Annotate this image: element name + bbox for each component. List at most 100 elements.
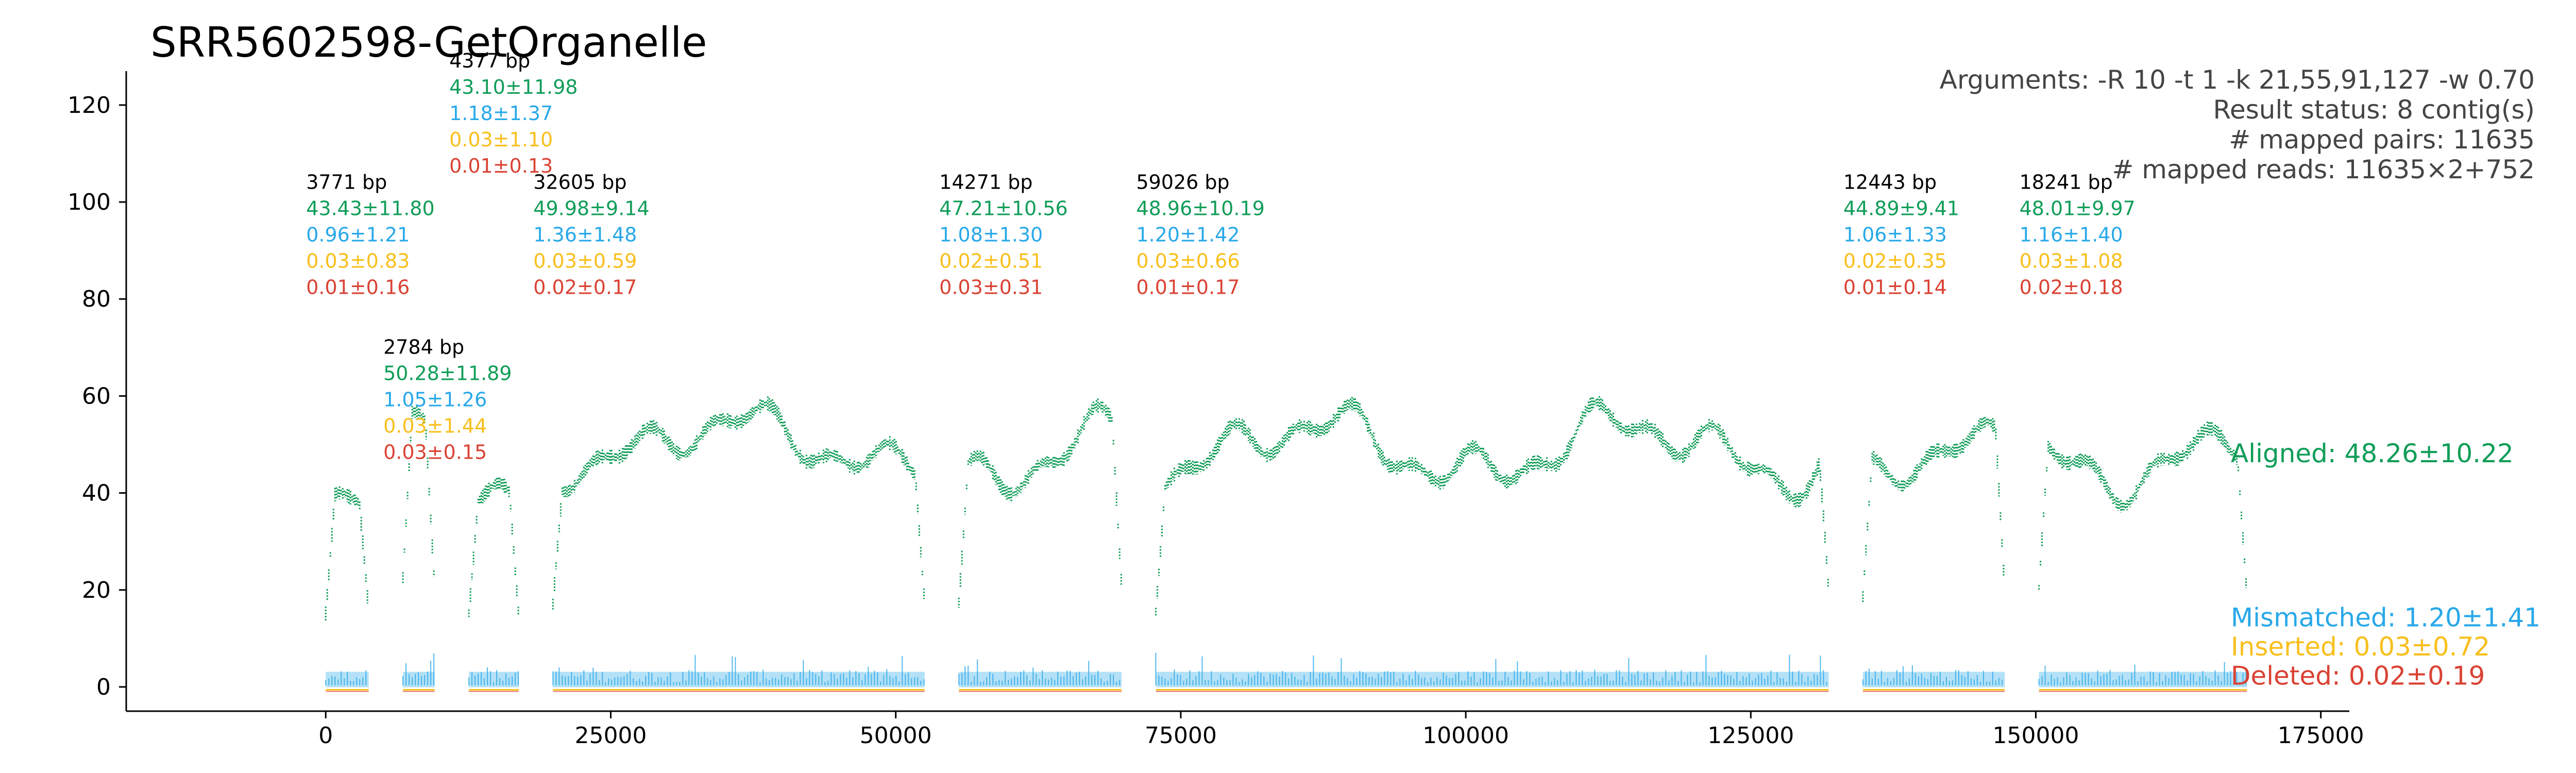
aligned-points-3 (468, 477, 519, 617)
contig-track-8 (2038, 422, 2247, 692)
mismatched-points-2 (402, 653, 435, 685)
contig-aligned-label: 49.98±9.14 (533, 197, 649, 220)
argument-line: Result status: 8 contig(s) (2213, 95, 2535, 125)
contig-deleted-label: 0.01±0.17 (1136, 276, 1240, 298)
contig-deleted-label: 0.01±0.13 (449, 155, 553, 177)
aligned-points-1 (325, 486, 368, 622)
contig-annotation-1: 3771 bp 43.43±11.80 0.96±1.21 0.03±0.83 0.01… (306, 171, 434, 298)
contig-annotation-2: 2784 bp 50.28±11.89 1.05±1.26 0.03±1.44 0.03… (383, 335, 512, 463)
contig-length-label: 18241 bp (2020, 171, 2113, 193)
argument-line: Arguments: -R 10 -t 1 -k 21,55,91,127 -w… (1940, 65, 2535, 95)
contig-aligned-label: 43.43±11.80 (306, 197, 434, 220)
legend-inserted: Inserted: 0.03±0.72 (2231, 632, 2490, 662)
contig-annotation-4: 32605 bp 49.98±9.14 1.36±1.48 0.03±0.59 0.02… (533, 171, 649, 298)
contig-deleted-label: 0.02±0.18 (2020, 276, 2123, 298)
y-tick-label: 80 (82, 286, 111, 312)
contig-track-2 (402, 406, 435, 692)
argument-line: # mapped pairs: 11635 (2229, 125, 2535, 155)
contig-length-label: 2784 bp (383, 335, 464, 358)
mismatched-points-1 (325, 670, 367, 685)
contig-annotation-3: 4377 bp 43.10±11.98 1.18±1.37 0.03±1.10 0.01… (449, 49, 578, 177)
legend-deleted: Deleted: 0.02±0.19 (2231, 661, 2485, 691)
contig-inserted-label: 0.02±0.35 (1843, 249, 1947, 272)
contig-inserted-label: 0.03±1.44 (383, 414, 487, 437)
aligned-points-8 (2038, 422, 2247, 591)
contig-inserted-label: 0.03±0.59 (533, 249, 637, 272)
y-tick-label: 20 (82, 577, 111, 603)
contig-aligned-label: 50.28±11.89 (383, 362, 512, 384)
contig-track-1 (325, 486, 369, 692)
contig-aligned-label: 47.21±10.56 (939, 197, 1067, 220)
contig-aligned-label: 48.96±10.19 (1136, 197, 1264, 220)
x-tick-label: 150000 (1992, 722, 2079, 749)
mismatched-points-8 (2038, 662, 2247, 685)
contig-mismatched-label: 1.08±1.30 (939, 223, 1043, 246)
contig-track-5 (958, 398, 1122, 692)
contig-inserted-label: 0.03±1.08 (2020, 249, 2123, 272)
contig-annotation-8: 18241 bp 48.01±9.97 1.16±1.40 0.03±1.08 0.02… (2020, 171, 2136, 298)
aligned-points-6 (1155, 396, 1829, 616)
contig-mismatched-label: 1.05±1.26 (383, 388, 487, 411)
y-tick-label: 0 (96, 674, 111, 700)
contig-inserted-label: 0.03±1.10 (449, 128, 553, 151)
contig-length-label: 3771 bp (306, 171, 387, 193)
x-tick-label: 125000 (1707, 722, 1794, 749)
contig-deleted-label: 0.02±0.17 (533, 276, 637, 298)
contig-mismatched-label: 1.18±1.37 (449, 102, 553, 125)
y-tick-label: 120 (67, 92, 111, 119)
contig-inserted-label: 0.03±0.83 (306, 249, 410, 272)
axes: 0 25000 50000 75000 100000 125000 150000 175000… (67, 71, 2364, 749)
legend: Aligned: 48.26±10.22 Mismatched: 1.20±1.4… (2231, 439, 2540, 691)
contig-deleted-label: 0.03±0.15 (383, 441, 487, 463)
x-tick-label: 175000 (2278, 722, 2364, 749)
contig-mismatched-label: 1.16±1.40 (2020, 223, 2123, 246)
mismatched-points-6 (1155, 652, 1827, 685)
contig-track-7 (1862, 417, 2005, 692)
aligned-points-2 (402, 406, 435, 584)
chart-title: SRR5602598-GetOrganelle (150, 19, 707, 66)
contig-length-label: 4377 bp (449, 49, 530, 72)
legend-mismatched: Mismatched: 1.20±1.41 (2231, 602, 2540, 632)
contig-track-4 (552, 396, 925, 692)
contig-deleted-label: 0.01±0.14 (1843, 276, 1947, 298)
contig-mismatched-label: 1.36±1.48 (533, 223, 637, 246)
x-tick-label: 50000 (860, 722, 932, 749)
contig-length-label: 59026 bp (1136, 171, 1229, 193)
aligned-points-4 (552, 396, 925, 610)
contig-annotation-5: 14271 bp 47.21±10.56 1.08±1.30 0.02±0.51 0.0… (939, 171, 1067, 298)
aligned-points-7 (1862, 417, 2005, 602)
x-tick-label: 100000 (1422, 722, 1509, 749)
y-tick-label: 100 (67, 189, 111, 215)
contig-length-label: 14271 bp (939, 171, 1032, 193)
contig-mismatched-label: 0.96±1.21 (306, 223, 410, 246)
contig-annotation-7: 12443 bp 44.89±9.41 1.06±1.33 0.02±0.35 0.01… (1843, 171, 1959, 298)
contig-aligned-label: 44.89±9.41 (1843, 197, 1959, 220)
x-tick-label: 75000 (1145, 722, 1217, 749)
coverage-points (325, 396, 2247, 692)
mismatched-points-4 (552, 655, 925, 685)
argument-line: # mapped reads: 11635×2+752 (2112, 155, 2535, 184)
x-tick-label: 0 (318, 722, 333, 749)
mismatched-points-5 (958, 659, 1121, 685)
arguments-box: Arguments: -R 10 -t 1 -k 21,55,91,127 -w… (1940, 65, 2535, 184)
contig-track-3 (468, 477, 519, 692)
contig-annotation-6: 59026 bp 48.96±10.19 1.20±1.42 0.03±0.66 0.0… (1136, 171, 1264, 298)
contig-aligned-label: 48.01±9.97 (2020, 197, 2136, 220)
contig-track-6 (1155, 396, 1829, 692)
y-tick-label: 60 (82, 383, 111, 409)
contig-inserted-label: 0.03±0.66 (1136, 249, 1240, 272)
contig-deleted-label: 0.03±0.31 (939, 276, 1043, 298)
y-tick-label: 40 (82, 480, 111, 507)
contig-mismatched-label: 1.20±1.42 (1136, 223, 1240, 246)
aligned-points-5 (958, 398, 1122, 608)
contig-length-label: 12443 bp (1843, 171, 1937, 193)
contig-annotations: 3771 bp 43.43±11.80 0.96±1.21 0.03±0.83 0.01… (306, 49, 2136, 463)
contig-mismatched-label: 1.06±1.33 (1843, 223, 1947, 246)
mismatched-points-3 (468, 667, 519, 685)
mismatched-points-7 (1862, 665, 2003, 685)
contig-aligned-label: 43.10±11.98 (449, 76, 578, 98)
legend-aligned: Aligned: 48.26±10.22 (2231, 439, 2514, 468)
x-tick-label: 25000 (574, 722, 647, 749)
contig-length-label: 32605 bp (533, 171, 626, 193)
